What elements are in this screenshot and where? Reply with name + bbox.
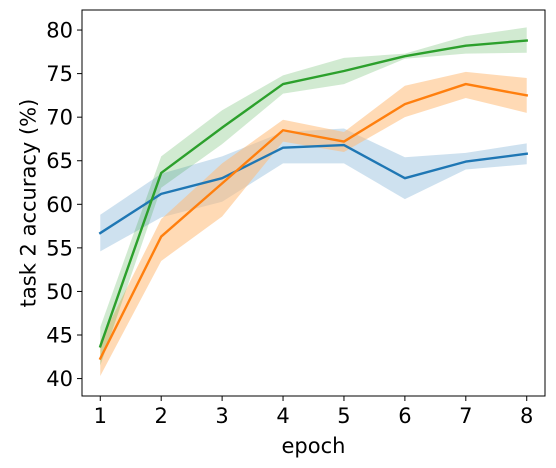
y-tick-label: 60: [46, 193, 73, 217]
plot-frame: [81, 9, 546, 397]
x-tick-label: 2: [155, 404, 168, 428]
y-tick-label: 40: [46, 367, 73, 391]
y-tick-label: 45: [46, 324, 73, 348]
series-lines: [98, 39, 529, 361]
x-tick-label: 6: [398, 404, 411, 428]
y-tick-label: 50: [46, 280, 73, 304]
y-tick-label: 55: [46, 236, 73, 260]
x-tick-label: 4: [276, 404, 289, 428]
series-1-band: [100, 128, 527, 252]
x-axis-label: epoch: [282, 434, 346, 458]
series-2-band: [100, 71, 527, 376]
series-2-line: [98, 82, 529, 361]
x-tick-label: 1: [94, 404, 107, 428]
x-tick-label: 7: [459, 404, 472, 428]
series-3-line: [98, 39, 529, 348]
y-tick-label: 70: [46, 106, 73, 130]
series-1-line: [98, 143, 529, 235]
y-tick-label: 65: [46, 149, 73, 173]
x-tick-label: 8: [520, 404, 533, 428]
y-tick-label: 80: [46, 19, 73, 43]
x-tick-label: 5: [337, 404, 350, 428]
y-tick-label: 75: [46, 62, 73, 86]
y-axis-label: task 2 accuracy (%): [16, 99, 40, 308]
x-tick-label: 3: [215, 404, 228, 428]
confidence-bands: [100, 27, 527, 376]
